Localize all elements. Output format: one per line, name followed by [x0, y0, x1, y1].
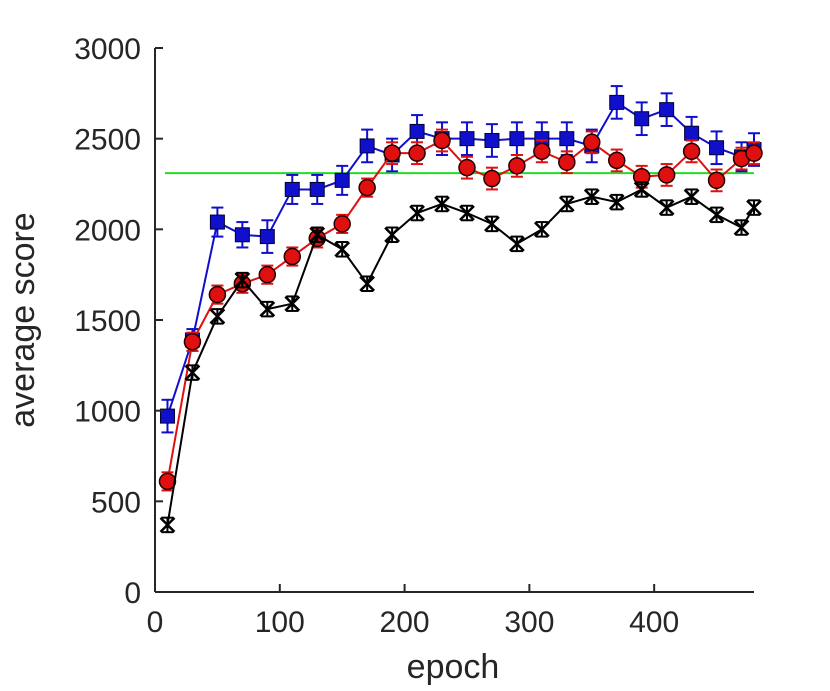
- data-point-x: [159, 517, 176, 533]
- data-point-square: [459, 131, 475, 147]
- data-point-square: [509, 131, 525, 147]
- data-point-square: [334, 172, 350, 188]
- data-point-x: [359, 275, 376, 292]
- data-point-x: [434, 196, 450, 212]
- data-point-square: [709, 140, 725, 156]
- data-point-square: [209, 214, 225, 230]
- data-point-square: [659, 102, 675, 118]
- data-point-x: [608, 194, 625, 211]
- data-point-square: [284, 181, 300, 197]
- data-point-x: [284, 295, 301, 312]
- y-tick-label: 2500: [74, 124, 141, 157]
- y-tick-label: 3000: [74, 33, 141, 66]
- x-tick-label: 100: [255, 606, 305, 639]
- data-point-x: [558, 196, 575, 212]
- data-point-circle: [583, 133, 601, 152]
- data-point-circle: [657, 166, 676, 184]
- data-point-x: [733, 219, 750, 236]
- data-point-circle: [333, 215, 351, 233]
- data-point-circle: [208, 285, 227, 304]
- y-tick-label: 1500: [74, 305, 141, 338]
- data-point-x: [309, 226, 326, 243]
- data-point-x: [633, 181, 650, 198]
- data-point-x: [234, 272, 251, 288]
- data-point-x: [533, 221, 550, 238]
- data-point-x: [509, 235, 525, 252]
- data-point-x: [484, 216, 500, 232]
- data-point-circle: [433, 131, 451, 150]
- data-point-square: [259, 229, 275, 245]
- data-point-circle: [607, 151, 626, 170]
- x-tick-label: 200: [380, 606, 430, 639]
- data-point-circle: [483, 169, 501, 188]
- data-point-square: [309, 181, 325, 197]
- data-point-circle: [707, 171, 726, 190]
- data-point-x: [384, 226, 400, 243]
- data-point-x: [683, 188, 700, 205]
- data-point-circle: [508, 157, 526, 175]
- series-x: [159, 181, 762, 534]
- y-axis-title: average score: [4, 212, 42, 427]
- data-point-x: [658, 199, 675, 216]
- data-point-square: [484, 132, 500, 148]
- data-point-x: [409, 205, 425, 221]
- y-tick-label: 500: [91, 486, 141, 519]
- series-layer: [158, 85, 763, 534]
- data-point-circle: [283, 247, 302, 266]
- data-point-circle: [408, 144, 426, 162]
- axes-layer: 0 500 1000 1500 2000 2500 3000 0 100 200 300 400: [74, 33, 754, 639]
- series-line: [166, 100, 755, 417]
- x-tick-label: 0: [147, 606, 164, 639]
- data-point-circle: [745, 144, 763, 162]
- data-point-x: [708, 206, 725, 223]
- data-point-circle: [533, 142, 551, 161]
- x-axis-title: epoch: [407, 648, 500, 686]
- data-point-circle: [383, 144, 401, 162]
- data-point-circle: [458, 158, 476, 177]
- y-tick-label: 0: [124, 577, 141, 610]
- data-point-square: [559, 131, 575, 147]
- y-tick-label: 1000: [74, 396, 141, 429]
- data-point-x: [459, 205, 475, 221]
- data-point-x: [209, 308, 226, 325]
- series-line: [166, 139, 755, 482]
- data-point-square: [409, 123, 425, 139]
- data-point-x: [746, 199, 762, 216]
- x-tick-label: 300: [504, 606, 554, 639]
- data-point-circle: [258, 265, 277, 284]
- data-point-square: [159, 408, 175, 424]
- series-circle: [158, 128, 763, 492]
- data-point-circle: [183, 333, 202, 351]
- data-point-circle: [682, 142, 701, 161]
- data-point-square: [234, 227, 250, 243]
- data-point-x: [184, 364, 201, 381]
- data-point-x: [334, 241, 351, 258]
- data-point-circle: [358, 178, 376, 197]
- y-tick-label: 2000: [74, 214, 141, 247]
- data-point-square: [359, 138, 375, 154]
- data-point-x: [259, 301, 276, 318]
- data-point-circle: [558, 153, 576, 171]
- series-square: [159, 85, 762, 434]
- data-point-square: [609, 94, 625, 110]
- data-point-x: [583, 188, 600, 205]
- series-line: [166, 188, 755, 526]
- data-point-square: [634, 111, 650, 127]
- x-tick-label: 400: [629, 606, 679, 639]
- data-point-square: [684, 125, 700, 141]
